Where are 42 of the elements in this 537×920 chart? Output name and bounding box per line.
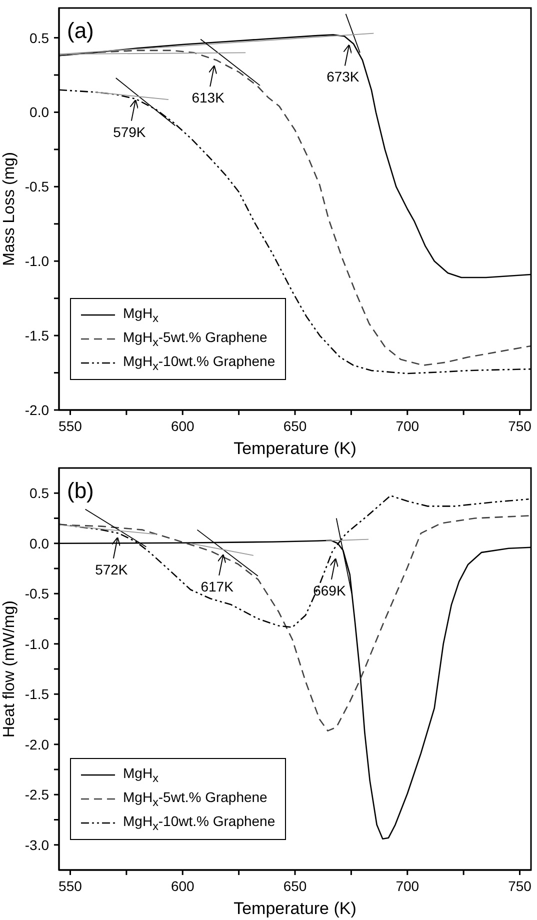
- y-axis-title: Heat flow (mW/mg): [1, 600, 18, 738]
- x-tick-label: 750: [508, 418, 532, 434]
- legend-label: MgH$_{x}$-5wt.% Graphene: [123, 789, 268, 809]
- annotation: (a): [67, 18, 94, 43]
- x-tick-label: 750: [508, 878, 532, 894]
- y-tick-label: -2.0: [24, 402, 50, 418]
- y-tick-label: 0.5: [30, 485, 50, 502]
- x-tick-label: 550: [58, 418, 82, 434]
- legend-label: MgH$_{x}$-10wt.% Graphene: [123, 813, 276, 833]
- y-tick-label: -1.0: [24, 636, 50, 652]
- annotation: 673K: [326, 68, 360, 85]
- y-tick-label: 0.0: [30, 104, 50, 120]
- x-tick-label: 600: [170, 418, 195, 434]
- y-tick-label: -1.5: [24, 328, 50, 344]
- x-tick-label: 700: [396, 418, 420, 434]
- annotation: 669K: [313, 582, 346, 598]
- y-tick-label: -0.5: [24, 178, 50, 195]
- x-tick-label: 650: [283, 878, 307, 894]
- y-tick-label: -3.0: [24, 836, 50, 853]
- x-tick-label: 650: [283, 418, 307, 434]
- x-tick-label: 600: [170, 878, 195, 894]
- legend-label: MgH$_{x}$-10wt.% Graphene: [123, 353, 276, 373]
- x-tick-label: 700: [396, 878, 420, 894]
- y-tick-label: 0.0: [30, 535, 50, 552]
- y-tick-label: 0.5: [30, 30, 50, 46]
- x-axis-title: Temperature (K): [234, 899, 356, 918]
- y-tick-label: -0.5: [24, 586, 50, 602]
- legend-label: MgH$_{x}$-5wt.% Graphene: [123, 329, 268, 349]
- x-tick-label: 550: [58, 878, 82, 894]
- annotation: 572K: [95, 561, 128, 578]
- annotation: 617K: [200, 578, 234, 594]
- legend-label: MgH$_{x}$: [123, 305, 158, 325]
- y-tick-label: -1.5: [24, 686, 50, 702]
- x-axis-title: Temperature (K): [234, 439, 356, 458]
- y-tick-label: -2.0: [24, 736, 50, 752]
- annotation: 579K: [113, 124, 146, 140]
- y-axis-title: Mass Loss (mg): [1, 152, 18, 266]
- legend-label: MgH$_{x}$: [123, 765, 158, 785]
- y-tick-label: -1.0: [24, 253, 50, 270]
- annotation: 613K: [192, 90, 226, 106]
- y-tick-label: -2.5: [24, 786, 50, 803]
- annotation: (b): [67, 478, 94, 503]
